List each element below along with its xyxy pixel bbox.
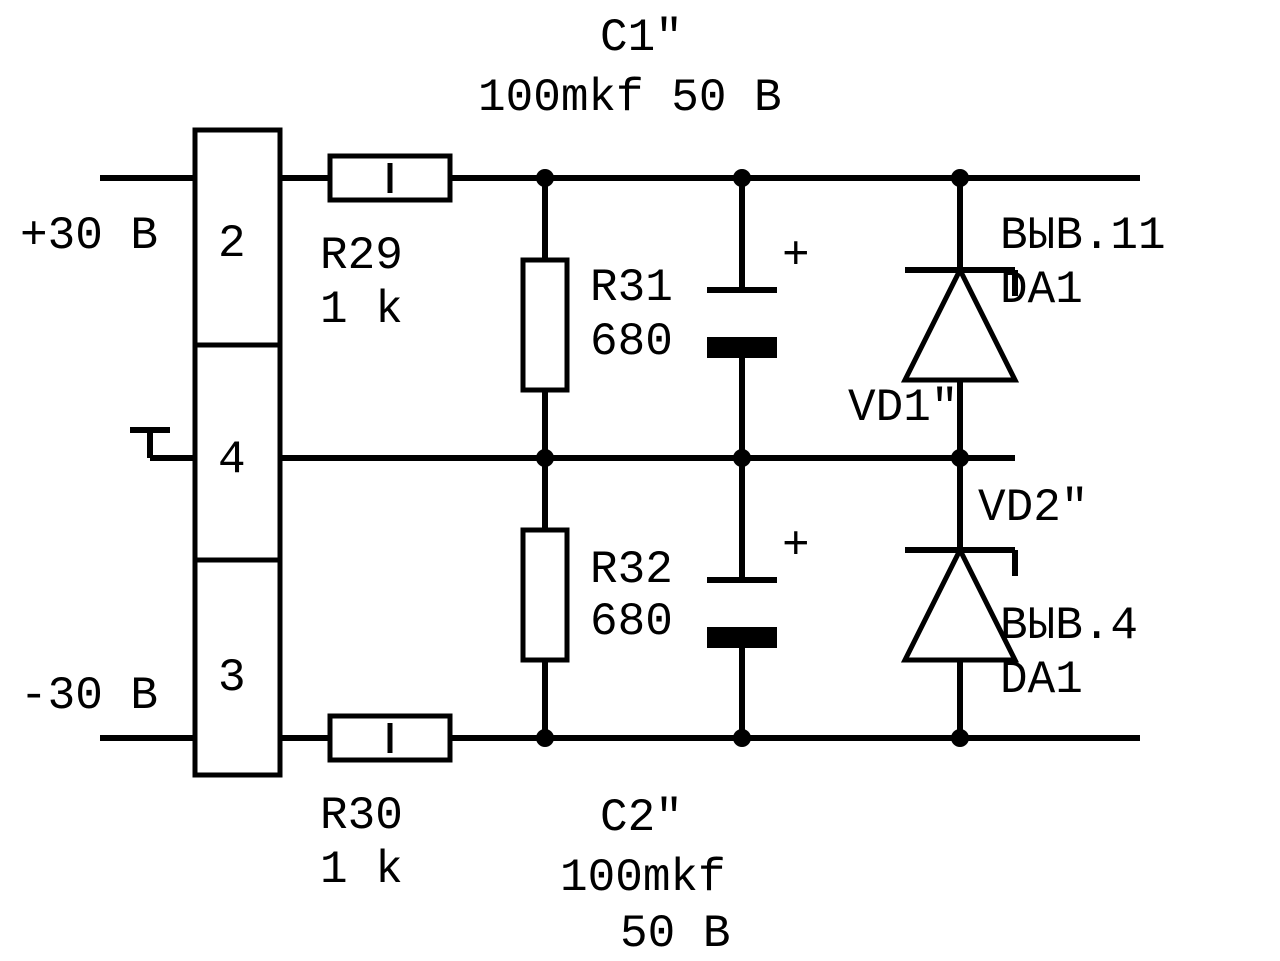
pin-4-label: 4 (218, 434, 246, 486)
label-r32-val: 680 (590, 596, 673, 648)
label-in-top: +30 B (20, 210, 158, 262)
ground-symbol (130, 430, 195, 458)
pin-3-label: 3 (218, 652, 246, 704)
label-r29-val: 1 k (320, 284, 403, 336)
resistor-r29 (330, 156, 450, 200)
capacitor-c2 (707, 580, 777, 648)
label-out-top-1: ВЫВ.11 (1000, 210, 1166, 262)
schematic-canvas: 2 4 3 (0, 0, 1280, 961)
label-r30-ref: R30 (320, 790, 403, 842)
label-r29-ref: R29 (320, 230, 403, 282)
label-c1-ref: C1" (600, 12, 683, 64)
label-r31-ref: R31 (590, 262, 673, 314)
label-out-top-2: DA1 (1000, 264, 1083, 316)
pin-2-label: 2 (218, 218, 246, 270)
label-in-bot: -30 B (20, 670, 158, 722)
label-c1-val: 100mkf 50 B (478, 72, 782, 124)
label-r32-ref: R32 (590, 544, 673, 596)
label-r30-val: 1 k (320, 844, 403, 896)
connector-block: 2 4 3 (195, 130, 280, 775)
label-out-bot-1: ВЫВ.4 (1000, 600, 1138, 652)
zener-vd2 (905, 550, 1015, 660)
label-r31-val: 680 (590, 316, 673, 368)
plus-c1: + (782, 230, 810, 282)
plus-c2: + (782, 520, 810, 572)
resistor-r32 (523, 530, 567, 660)
label-c2-ref: C2" (600, 792, 683, 844)
zener-vd1 (905, 270, 1015, 380)
label-out-bot-2: DA1 (1000, 654, 1083, 706)
resistor-r30 (330, 716, 450, 760)
resistor-r31 (523, 260, 567, 390)
label-vd2-ref: VD2" (978, 482, 1088, 534)
label-vd1-ref: VD1" (848, 382, 958, 434)
label-c2-val2: 50 B (620, 908, 730, 960)
label-c2-val1: 100mkf (560, 852, 726, 904)
capacitor-c1 (707, 290, 777, 358)
